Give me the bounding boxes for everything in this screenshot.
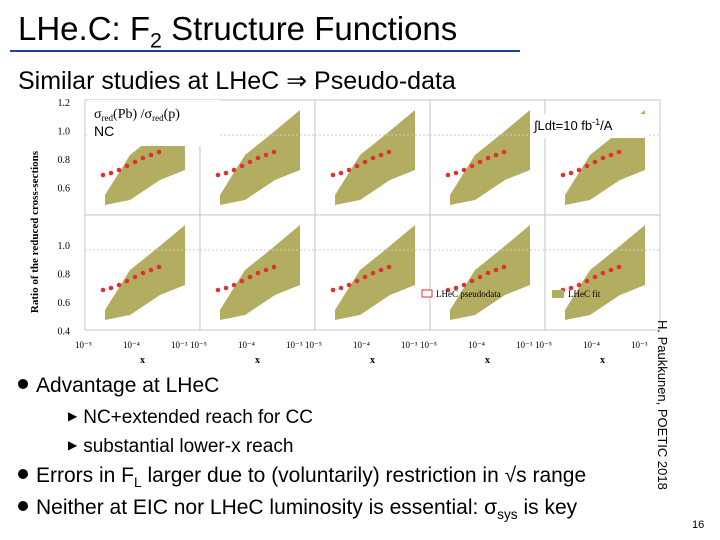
nc-label: NC <box>94 123 114 139</box>
y-tick-label: 1.0 <box>58 127 71 138</box>
title-text: Structure Functions <box>161 10 458 47</box>
bullet-text: larger due to (voluntarily) restriction … <box>141 464 587 487</box>
legend-swatch <box>552 290 564 298</box>
credit: H. Paukkunen, POETIC 2018 <box>655 320 670 490</box>
x-tick-label: 10⁻⁴ <box>468 340 485 350</box>
x-tick-label: 10⁻⁵ <box>535 340 552 350</box>
x-tick-label: 10⁻⁴ <box>583 340 600 350</box>
title-text: LHe.C: F <box>18 10 151 47</box>
slide-title: LHe.C: F2 Structure Functions <box>18 10 457 54</box>
y-tick-label: 0.6 <box>58 184 71 195</box>
x-tick-label: 10⁻⁴ <box>123 340 140 350</box>
x-tick-label: 10⁻⁵ <box>420 340 437 350</box>
subtitle: Similar studies at LHeC ⇒ Pseudo-data <box>18 67 456 95</box>
x-axis-label: x <box>600 355 605 366</box>
x-tick-label: 10⁻³ <box>171 340 188 350</box>
lumi-box <box>530 114 648 138</box>
x-tick-label: 10⁻⁵ <box>305 340 322 350</box>
bullet-sub: sys <box>497 507 518 523</box>
x-tick-label: 10⁻³ <box>631 340 648 350</box>
x-axis-label: x <box>370 355 375 366</box>
bullet: Advantage at LHeC <box>18 374 219 398</box>
y-tick-label: 1.2 <box>58 98 71 109</box>
bullet-text: is key <box>517 496 578 519</box>
legend-label: LHeC pseudodata <box>436 289 501 299</box>
y-tick-label: 1.0 <box>58 241 71 252</box>
bullet-text: NC+extended reach for CC <box>83 407 313 428</box>
bullet-text: Errors in F <box>36 464 135 487</box>
ratio-box <box>88 100 220 146</box>
legend-swatch <box>421 289 433 298</box>
lumi-label: ∫Ldt=10 fb-1/A <box>533 117 613 133</box>
bullet-text: substantial lower-x reach <box>83 436 294 457</box>
title-rule <box>10 50 520 52</box>
bullet-text: Neither at EIC nor LHeC luminosity is es… <box>36 496 498 519</box>
legend-label: LHeC fit <box>568 289 601 299</box>
y-tick-label: 0.4 <box>58 327 71 338</box>
y-tick-label: 0.8 <box>58 155 71 166</box>
x-axis-label: x <box>140 355 145 366</box>
x-tick-label: 10⁻⁴ <box>238 340 255 350</box>
title-sub: 2 <box>150 28 162 53</box>
page-number: 16 <box>692 519 705 531</box>
y-tick-label: 0.8 <box>58 270 71 281</box>
figure: σred(Pb) /σred(p) NC ∫Ldt=10 fb-1/A Rati… <box>29 98 661 366</box>
x-axis-label: x <box>255 355 260 366</box>
sub-bullet: ▶ NC+extended reach for CC <box>68 407 313 428</box>
y-axis-label: Ratio of the reduced cross-sections <box>29 150 41 313</box>
x-tick-label: 10⁻⁵ <box>190 340 207 350</box>
bullet-text: Advantage at LHeC <box>36 374 220 397</box>
ratio-label: σred(Pb) /σred(p) <box>94 107 180 123</box>
x-tick-label: 10⁻³ <box>401 340 418 350</box>
x-tick-label: 10⁻⁴ <box>353 340 370 350</box>
y-tick-label: 0.6 <box>58 298 71 309</box>
bullet: Errors in FL larger due to (voluntarily)… <box>18 464 586 490</box>
x-axis-label: x <box>485 355 490 366</box>
x-tick-label: 10⁻³ <box>516 340 533 350</box>
bullet-sub: L <box>134 475 142 491</box>
bullet: Neither at EIC nor LHeC luminosity is es… <box>18 496 577 522</box>
sub-bullet: ▶ substantial lower-x reach <box>68 436 294 457</box>
x-tick-label: 10⁻³ <box>286 340 303 350</box>
x-tick-label: 10⁻⁵ <box>75 340 92 350</box>
